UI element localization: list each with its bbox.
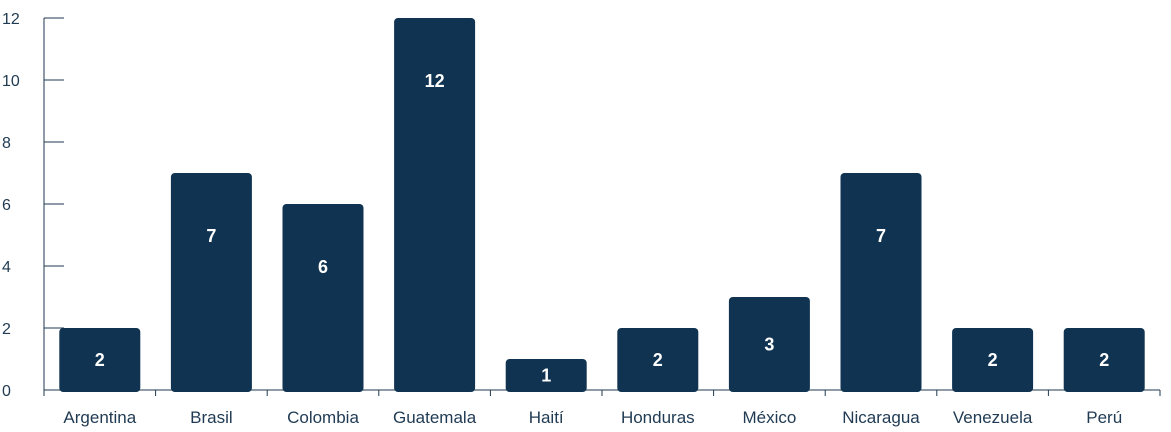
- data-label: 2: [653, 350, 663, 370]
- x-tick-label: Nicaragua: [842, 408, 920, 427]
- bar-perú: [1063, 328, 1145, 392]
- x-tick-label: Perú: [1086, 408, 1122, 427]
- y-tick-label: 2: [2, 321, 11, 338]
- data-label: 12: [425, 71, 445, 91]
- y-tick-label: 4: [2, 259, 11, 276]
- bar-honduras: [617, 328, 699, 392]
- bar-méxico: [728, 297, 810, 392]
- bar-argentina: [59, 328, 141, 392]
- y-axis: 0 2 4 6 8 10 12: [2, 11, 64, 400]
- y-tick-label: 10: [2, 73, 20, 90]
- data-label: 1: [541, 366, 551, 386]
- bar-brasil: [170, 173, 252, 392]
- x-tick-label: Honduras: [621, 408, 695, 427]
- x-tick-label: Venezuela: [953, 408, 1033, 427]
- data-label: 7: [876, 226, 886, 246]
- data-label: 2: [95, 350, 105, 370]
- y-tick-label: 8: [2, 135, 11, 152]
- data-label: 7: [206, 226, 216, 246]
- y-tick-label: 0: [2, 383, 11, 400]
- bar-guatemala: [394, 18, 476, 392]
- data-label: 2: [988, 350, 998, 370]
- data-label: 3: [764, 335, 774, 355]
- x-tick-label: México: [742, 408, 796, 427]
- x-tick-label: Argentina: [63, 408, 136, 427]
- y-tick-label: 12: [2, 11, 20, 28]
- x-axis: Argentina Brasil Colombia Guatemala Haití Hon…: [43, 389, 1161, 427]
- x-tick-label: Colombia: [287, 408, 359, 427]
- bar-venezuela: [952, 328, 1034, 392]
- bar-colombia: [282, 204, 364, 392]
- bar-nicaragua: [840, 173, 922, 392]
- x-tick-label: Guatemala: [393, 408, 477, 427]
- data-label: 6: [318, 257, 328, 277]
- y-tick-label: 6: [2, 197, 11, 214]
- x-tick-label: Brasil: [190, 408, 233, 427]
- bar-haití: [505, 359, 587, 392]
- data-label: 2: [1099, 350, 1109, 370]
- x-tick-label: Haití: [529, 408, 564, 427]
